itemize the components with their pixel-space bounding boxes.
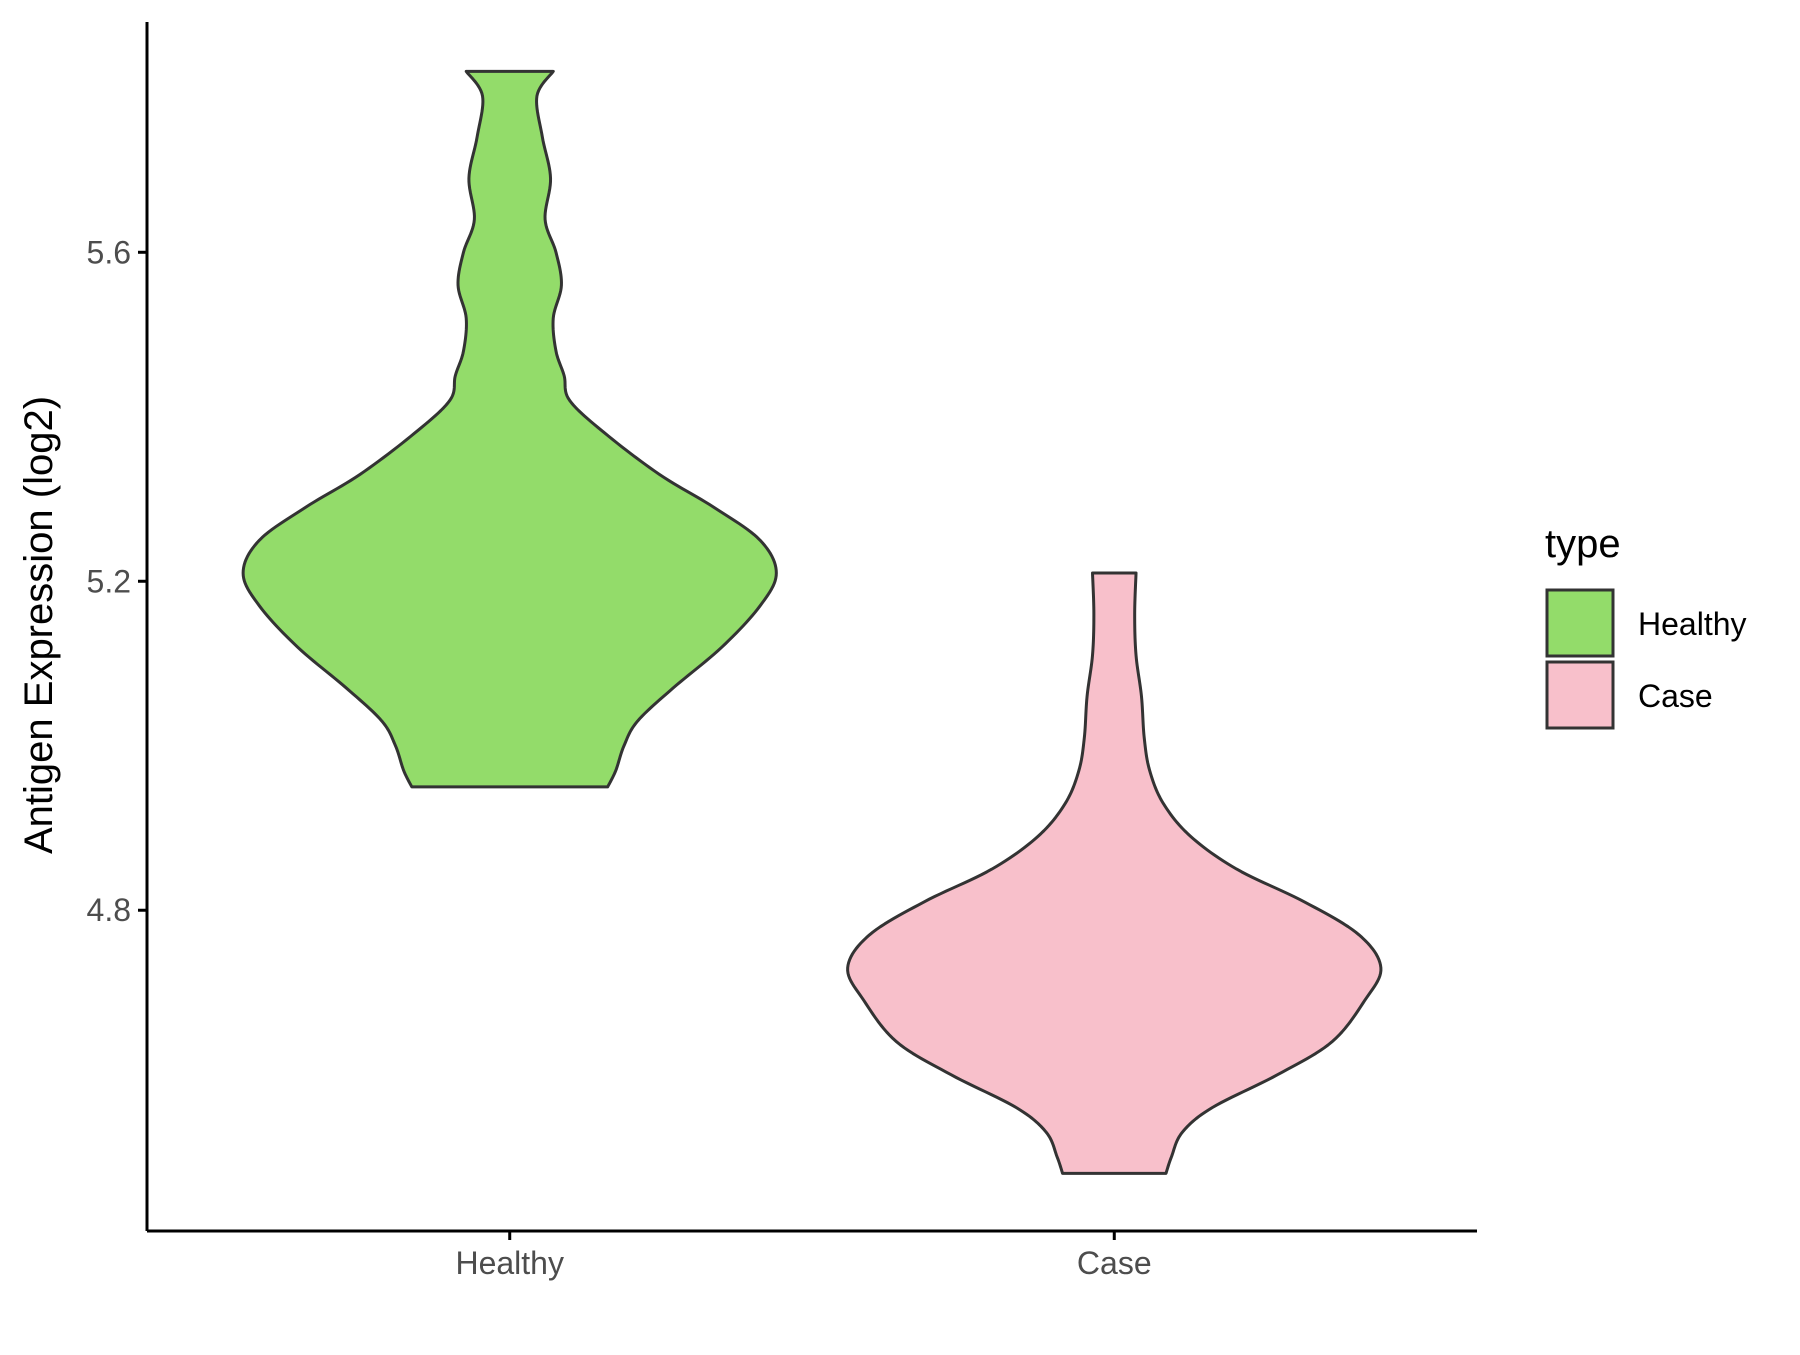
y-tick-label: 4.8 [87,892,131,928]
y-tick-label: 5.6 [87,234,131,270]
violin-healthy [241,69,778,789]
x-tick-label: Case [1077,1245,1152,1281]
y-tick-label: 5.2 [87,563,131,599]
legend-items: Healthy Case [1545,588,1747,730]
x-tick-label: Healthy [455,1245,564,1281]
legend-swatch-healthy [1545,588,1615,658]
legend-swatch-case [1545,660,1615,730]
y-axis-label: Antigen Expression (log2) [17,396,61,854]
violin-case [846,571,1383,1175]
legend-label-case: Case [1638,678,1713,714]
violins-layer [241,69,1383,1175]
legend-title: type [1545,522,1621,566]
x-ticks: Healthy Case [455,1231,1152,1281]
legend: type Healthy Case [1545,522,1747,730]
y-ticks: 4.8 5.2 5.6 [87,234,147,928]
legend-label-healthy: Healthy [1638,606,1747,642]
